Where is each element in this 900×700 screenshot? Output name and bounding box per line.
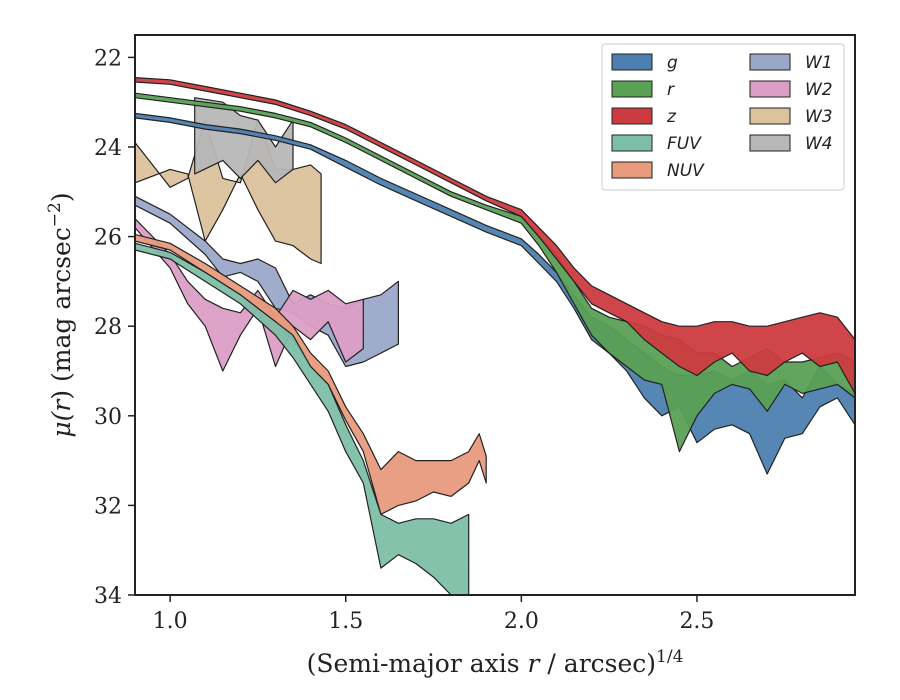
legend-label-nuv: NUV [667, 161, 705, 181]
x-axis-label-main: (Semi-major axis [307, 649, 528, 678]
legend-swatch-g [611, 53, 653, 71]
legend-label-w3: W3 [805, 107, 833, 127]
band-z [135, 76, 855, 394]
band-w4 [194, 97, 294, 184]
x-axis-label: (Semi-major axis r / arcsec)1/4 [307, 647, 684, 678]
x-axis-label-rest: / arcsec) [539, 649, 656, 678]
legend-swatch-z [611, 107, 653, 125]
legend-swatch-w1 [749, 53, 791, 71]
plot-frame [134, 34, 856, 596]
legend-swatch-w4 [749, 134, 791, 152]
legend-swatch-r [611, 80, 653, 98]
legend-swatch-w3 [749, 107, 791, 125]
y-tick-label: 28 [94, 315, 122, 340]
y-axis-label-rest: ) (mag arcsec [47, 227, 76, 400]
y-axis-label-close: ) [47, 192, 76, 202]
legend-swatch-w2 [749, 80, 791, 98]
x-tick-label: 2.0 [504, 609, 539, 634]
y-tick-label: 22 [94, 46, 122, 71]
band-fuv [135, 242, 470, 595]
legend-label-w2: W2 [805, 80, 833, 100]
y-tick-label: 30 [94, 405, 122, 430]
x-axis: 1.0 1.5 2.0 2.5 [153, 595, 714, 634]
y-axis-label-mu: μ( [47, 410, 76, 437]
y-axis: 22 24 26 28 30 32 34 [94, 46, 135, 609]
legend-label-z: z [666, 107, 677, 127]
y-axis-label-var: r [47, 398, 76, 412]
legend-label-g: g [667, 53, 678, 73]
y-tick-label: 24 [94, 136, 122, 161]
series-bands [135, 76, 855, 595]
y-axis-label: μ(r) (mag arcsec−2) [45, 192, 76, 437]
legend-label-fuv: FUV [667, 134, 702, 154]
y-tick-label: 32 [94, 494, 122, 519]
legend-label-w4: W4 [805, 134, 833, 154]
legend-swatch-fuv [611, 134, 653, 152]
x-tick-label: 1.0 [153, 609, 188, 634]
x-tick-label: 2.5 [679, 609, 714, 634]
y-axis-label-sup: −2 [45, 202, 65, 227]
x-axis-label-var: r [528, 649, 542, 678]
legend: grz FUV NUV W1 W2 W3 W4 [601, 43, 845, 191]
legend-label-r: r [667, 80, 675, 100]
x-tick-label: 1.5 [328, 609, 363, 634]
legend-swatch-nuv [611, 161, 653, 179]
x-axis-label-sup: 1/4 [656, 647, 683, 667]
band-w2 [135, 218, 364, 372]
legend-label-w1: W1 [805, 53, 833, 73]
y-tick-label: 26 [94, 226, 122, 251]
y-tick-label: 34 [94, 584, 122, 609]
